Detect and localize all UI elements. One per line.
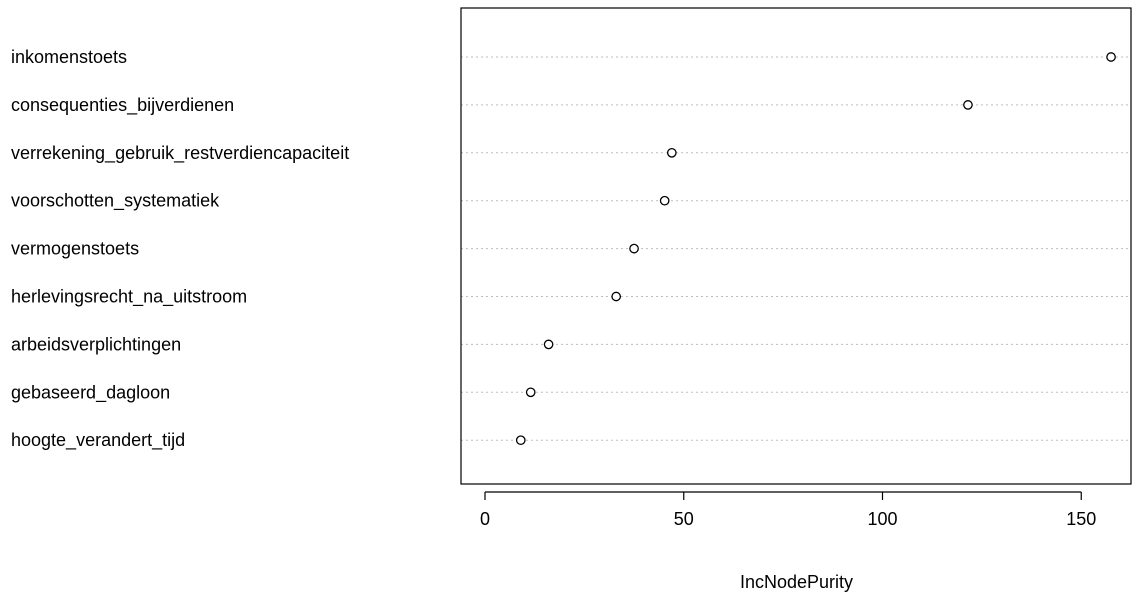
category-label: herlevingsrecht_na_uitstroom [11, 287, 247, 308]
x-tick-label: 50 [674, 509, 694, 529]
plot-area-border [460, 7, 1132, 485]
data-point [629, 243, 639, 254]
category-label: voorschotten_systematiek [11, 191, 220, 212]
guide-lines [461, 56, 1131, 441]
category-label: inkomenstoets [11, 47, 127, 67]
category-label: arbeidsverplichtingen [11, 334, 181, 354]
category-label: consequenties_bijverdienen [11, 95, 234, 116]
x-tick-label: 100 [867, 509, 897, 529]
data-points [515, 52, 1116, 446]
data-point [611, 291, 622, 302]
x-axis: 0 50 100 150 [480, 491, 1096, 529]
x-axis-title: IncNodePurity [740, 572, 853, 592]
data-point [963, 100, 973, 110]
data-point [515, 435, 526, 446]
x-tick-label: 0 [480, 509, 490, 529]
x-tick-label: 150 [1066, 509, 1096, 529]
category-labels: inkomenstoets consequenties_bijverdienenv… [11, 47, 349, 451]
category-label: verrekening_gebruik_restverdiencapacitei… [11, 143, 349, 164]
data-point [659, 195, 670, 206]
data-point [525, 387, 536, 398]
category-label: vermogenstoets [11, 239, 139, 259]
category-label: hoogte_verandert_tijd [11, 430, 185, 451]
data-point [543, 339, 554, 350]
data-point [1106, 52, 1116, 62]
category-label: gebaseerd_dagloon [11, 382, 170, 403]
data-point [666, 147, 677, 158]
